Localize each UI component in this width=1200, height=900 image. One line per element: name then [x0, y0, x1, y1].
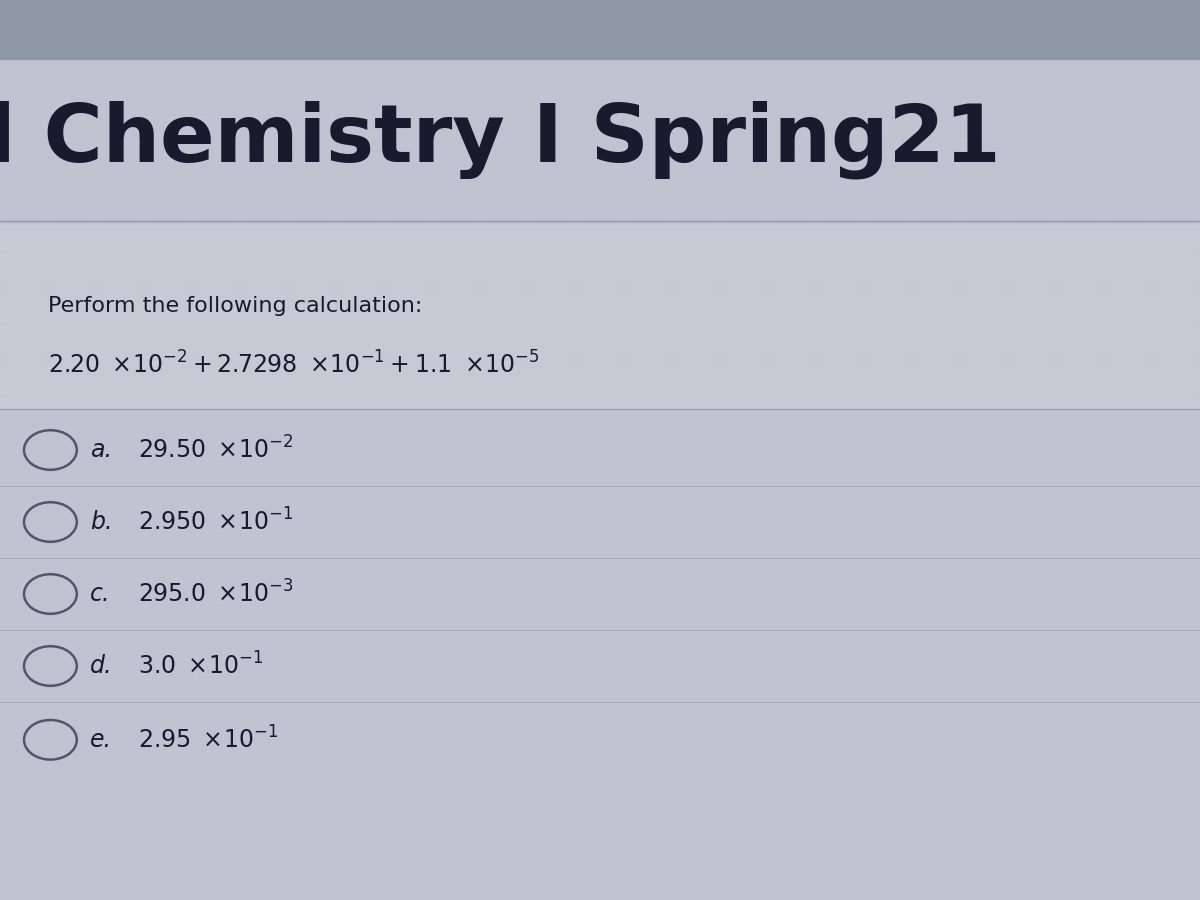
- Text: Perform the following calculation:: Perform the following calculation:: [48, 296, 422, 316]
- Text: $295.0\ \times\!10^{-3}$: $295.0\ \times\!10^{-3}$: [138, 580, 293, 608]
- Text: $29.50\ \times\!10^{-2}$: $29.50\ \times\!10^{-2}$: [138, 436, 293, 464]
- Text: a.: a.: [90, 438, 112, 462]
- Text: c.: c.: [90, 582, 110, 606]
- Text: e.: e.: [90, 728, 112, 752]
- Text: $2.95\ \times\!10^{-1}$: $2.95\ \times\!10^{-1}$: [138, 726, 278, 753]
- Bar: [0, 0, 1200, 58]
- Text: $2.20\ \times\!10^{-2}+2.7298\ \times\!10^{-1}+1.1\ \times\!10^{-5}$: $2.20\ \times\!10^{-2}+2.7298\ \times\!1…: [48, 351, 540, 378]
- Text: l Chemistry I Spring21: l Chemistry I Spring21: [0, 100, 1001, 179]
- Text: $3.0\ \times\!10^{-1}$: $3.0\ \times\!10^{-1}$: [138, 652, 264, 680]
- Text: $2.950\ \times\!10^{-1}$: $2.950\ \times\!10^{-1}$: [138, 508, 294, 536]
- Text: d.: d.: [90, 654, 113, 678]
- Bar: [0, 225, 1200, 410]
- Text: b.: b.: [90, 510, 113, 534]
